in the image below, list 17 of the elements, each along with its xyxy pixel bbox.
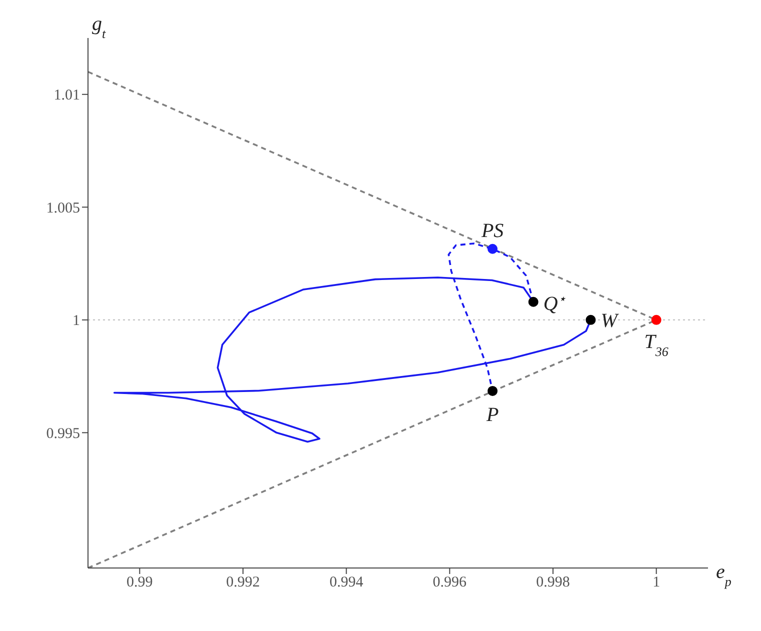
x-axis-title: e$_{p}$: [716, 561, 732, 588]
x-tick-label: 0.994: [329, 574, 364, 591]
y-tick-label: 1: [72, 313, 80, 330]
annotation: Q$^{⋆}$: [543, 290, 566, 315]
annotation: W: [600, 310, 620, 332]
annotation: T$_{36}$: [644, 330, 669, 358]
x-tick-label: 0.99: [126, 574, 153, 591]
x-tick-label: 0.996: [432, 574, 468, 591]
annotation: PS: [480, 220, 504, 242]
y-tick-label: 1.005: [46, 200, 80, 216]
x-tick-label: 0.998: [536, 574, 570, 591]
x-tick-label: 0.992: [226, 574, 260, 591]
y-axis-title: g$_{t}$: [92, 13, 106, 40]
annotation: P: [485, 404, 499, 426]
y-tick-label: 1.01: [54, 88, 80, 104]
y-tick-label: 0.995: [46, 426, 80, 442]
x-tick-label: 1: [652, 574, 660, 591]
